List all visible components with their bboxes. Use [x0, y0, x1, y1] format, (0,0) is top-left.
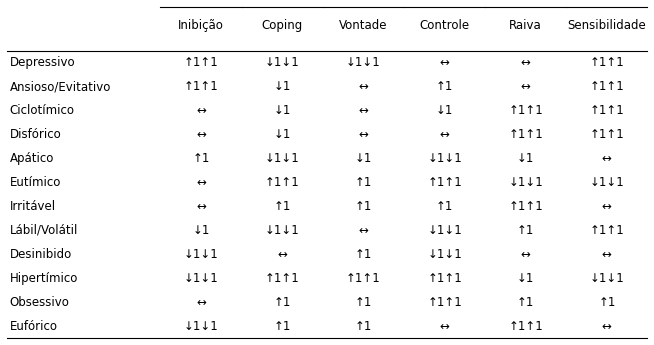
Text: Coping: Coping	[262, 19, 303, 32]
Text: ↓1↓1: ↓1↓1	[589, 272, 625, 285]
Text: ↓1↓1: ↓1↓1	[589, 176, 625, 189]
Text: ↑1↑1: ↑1↑1	[427, 296, 462, 309]
Text: ↔: ↔	[196, 296, 206, 309]
Text: ↔: ↔	[196, 128, 206, 141]
Text: ↓1: ↓1	[273, 128, 291, 141]
Text: Disfórico: Disfórico	[10, 128, 61, 141]
Text: ↑1↑1: ↑1↑1	[589, 56, 625, 69]
Text: ↑1↑1: ↑1↑1	[508, 200, 543, 213]
Text: ↑1↑1: ↑1↑1	[184, 56, 218, 69]
Text: ↑1: ↑1	[598, 296, 615, 309]
Text: ↑1: ↑1	[436, 200, 453, 213]
Text: Lábil/Volátil: Lábil/Volátil	[10, 224, 78, 237]
Text: Depressivo: Depressivo	[10, 56, 75, 69]
Text: ↓1↓1: ↓1↓1	[265, 224, 300, 237]
Text: ↔: ↔	[521, 248, 530, 261]
Text: ↔: ↔	[439, 56, 449, 69]
Text: ↑1: ↑1	[354, 176, 372, 189]
Text: ↔: ↔	[358, 80, 368, 93]
Text: ↑1↑1: ↑1↑1	[265, 272, 300, 285]
Text: ↑1: ↑1	[517, 296, 534, 309]
Text: ↑1↑1: ↑1↑1	[265, 176, 300, 189]
Text: ↓1: ↓1	[192, 224, 210, 237]
Text: ↑1: ↑1	[436, 80, 453, 93]
Text: ↑1: ↑1	[273, 200, 291, 213]
Text: ↑1↑1: ↑1↑1	[589, 224, 625, 237]
Text: ↑1↑1: ↑1↑1	[589, 128, 625, 141]
Text: Ciclotímico: Ciclotímico	[10, 104, 75, 117]
Text: ↔: ↔	[196, 104, 206, 117]
Text: ↑1: ↑1	[354, 200, 372, 213]
Text: ↔: ↔	[602, 248, 611, 261]
Text: ↓1↓1: ↓1↓1	[427, 224, 462, 237]
Text: Eutímico: Eutímico	[10, 176, 61, 189]
Text: ↓1: ↓1	[354, 152, 372, 165]
Text: ↓1↓1: ↓1↓1	[184, 320, 218, 333]
Text: ↓1: ↓1	[436, 104, 453, 117]
Text: ↑1↑1: ↑1↑1	[427, 272, 462, 285]
Text: ↓1↓1: ↓1↓1	[184, 272, 218, 285]
Text: ↓1: ↓1	[517, 272, 534, 285]
Text: ↑1↑1: ↑1↑1	[508, 128, 543, 141]
Text: ↓1: ↓1	[273, 104, 291, 117]
Text: Desinibido: Desinibido	[10, 248, 72, 261]
Text: ↑1: ↑1	[517, 224, 534, 237]
Text: Irritável: Irritável	[10, 200, 56, 213]
Text: ↑1↑1: ↑1↑1	[427, 176, 462, 189]
Text: ↔: ↔	[358, 104, 368, 117]
Text: Apático: Apático	[10, 152, 54, 165]
Text: Sensibilidade: Sensibilidade	[568, 19, 646, 32]
Text: ↑1: ↑1	[354, 296, 372, 309]
Text: ↑1: ↑1	[354, 248, 372, 261]
Text: ↓1: ↓1	[273, 80, 291, 93]
Text: ↓1↓1: ↓1↓1	[265, 152, 300, 165]
Text: ↔: ↔	[358, 224, 368, 237]
Text: ↑1↑1: ↑1↑1	[508, 320, 543, 333]
Text: ↑1: ↑1	[354, 320, 372, 333]
Text: ↑1↑1: ↑1↑1	[346, 272, 381, 285]
Text: ↔: ↔	[521, 56, 530, 69]
Text: ↑1↑1: ↑1↑1	[184, 80, 218, 93]
Text: ↓1↓1: ↓1↓1	[508, 176, 543, 189]
Text: ↓1↓1: ↓1↓1	[427, 152, 462, 165]
Text: ↑1↑1: ↑1↑1	[589, 104, 625, 117]
Text: ↓1↓1: ↓1↓1	[184, 248, 218, 261]
Text: ↓1↓1: ↓1↓1	[265, 56, 300, 69]
Text: ↑1↑1: ↑1↑1	[508, 104, 543, 117]
Text: ↔: ↔	[602, 320, 611, 333]
Text: ↔: ↔	[358, 128, 368, 141]
Text: ↑1: ↑1	[192, 152, 210, 165]
Text: ↔: ↔	[196, 176, 206, 189]
Text: Raiva: Raiva	[509, 19, 542, 32]
Text: ↓1↓1: ↓1↓1	[427, 248, 462, 261]
Text: ↔: ↔	[196, 200, 206, 213]
Text: Ansioso/Evitativo: Ansioso/Evitativo	[10, 80, 111, 93]
Text: Hipertímico: Hipertímico	[10, 272, 78, 285]
Text: ↔: ↔	[602, 152, 611, 165]
Text: ↔: ↔	[439, 320, 449, 333]
Text: ↑1↑1: ↑1↑1	[589, 80, 625, 93]
Text: Controle: Controle	[419, 19, 470, 32]
Text: ↓1: ↓1	[517, 152, 534, 165]
Text: Obsessivo: Obsessivo	[10, 296, 69, 309]
Text: Eufórico: Eufórico	[10, 320, 58, 333]
Text: ↓1↓1: ↓1↓1	[346, 56, 381, 69]
Text: ↔: ↔	[602, 200, 611, 213]
Text: ↑1: ↑1	[273, 320, 291, 333]
Text: ↔: ↔	[277, 248, 287, 261]
Text: ↔: ↔	[439, 128, 449, 141]
Text: ↑1: ↑1	[273, 296, 291, 309]
Text: ↔: ↔	[521, 80, 530, 93]
Text: Vontade: Vontade	[339, 19, 388, 32]
Text: Inibição: Inibição	[178, 19, 224, 32]
